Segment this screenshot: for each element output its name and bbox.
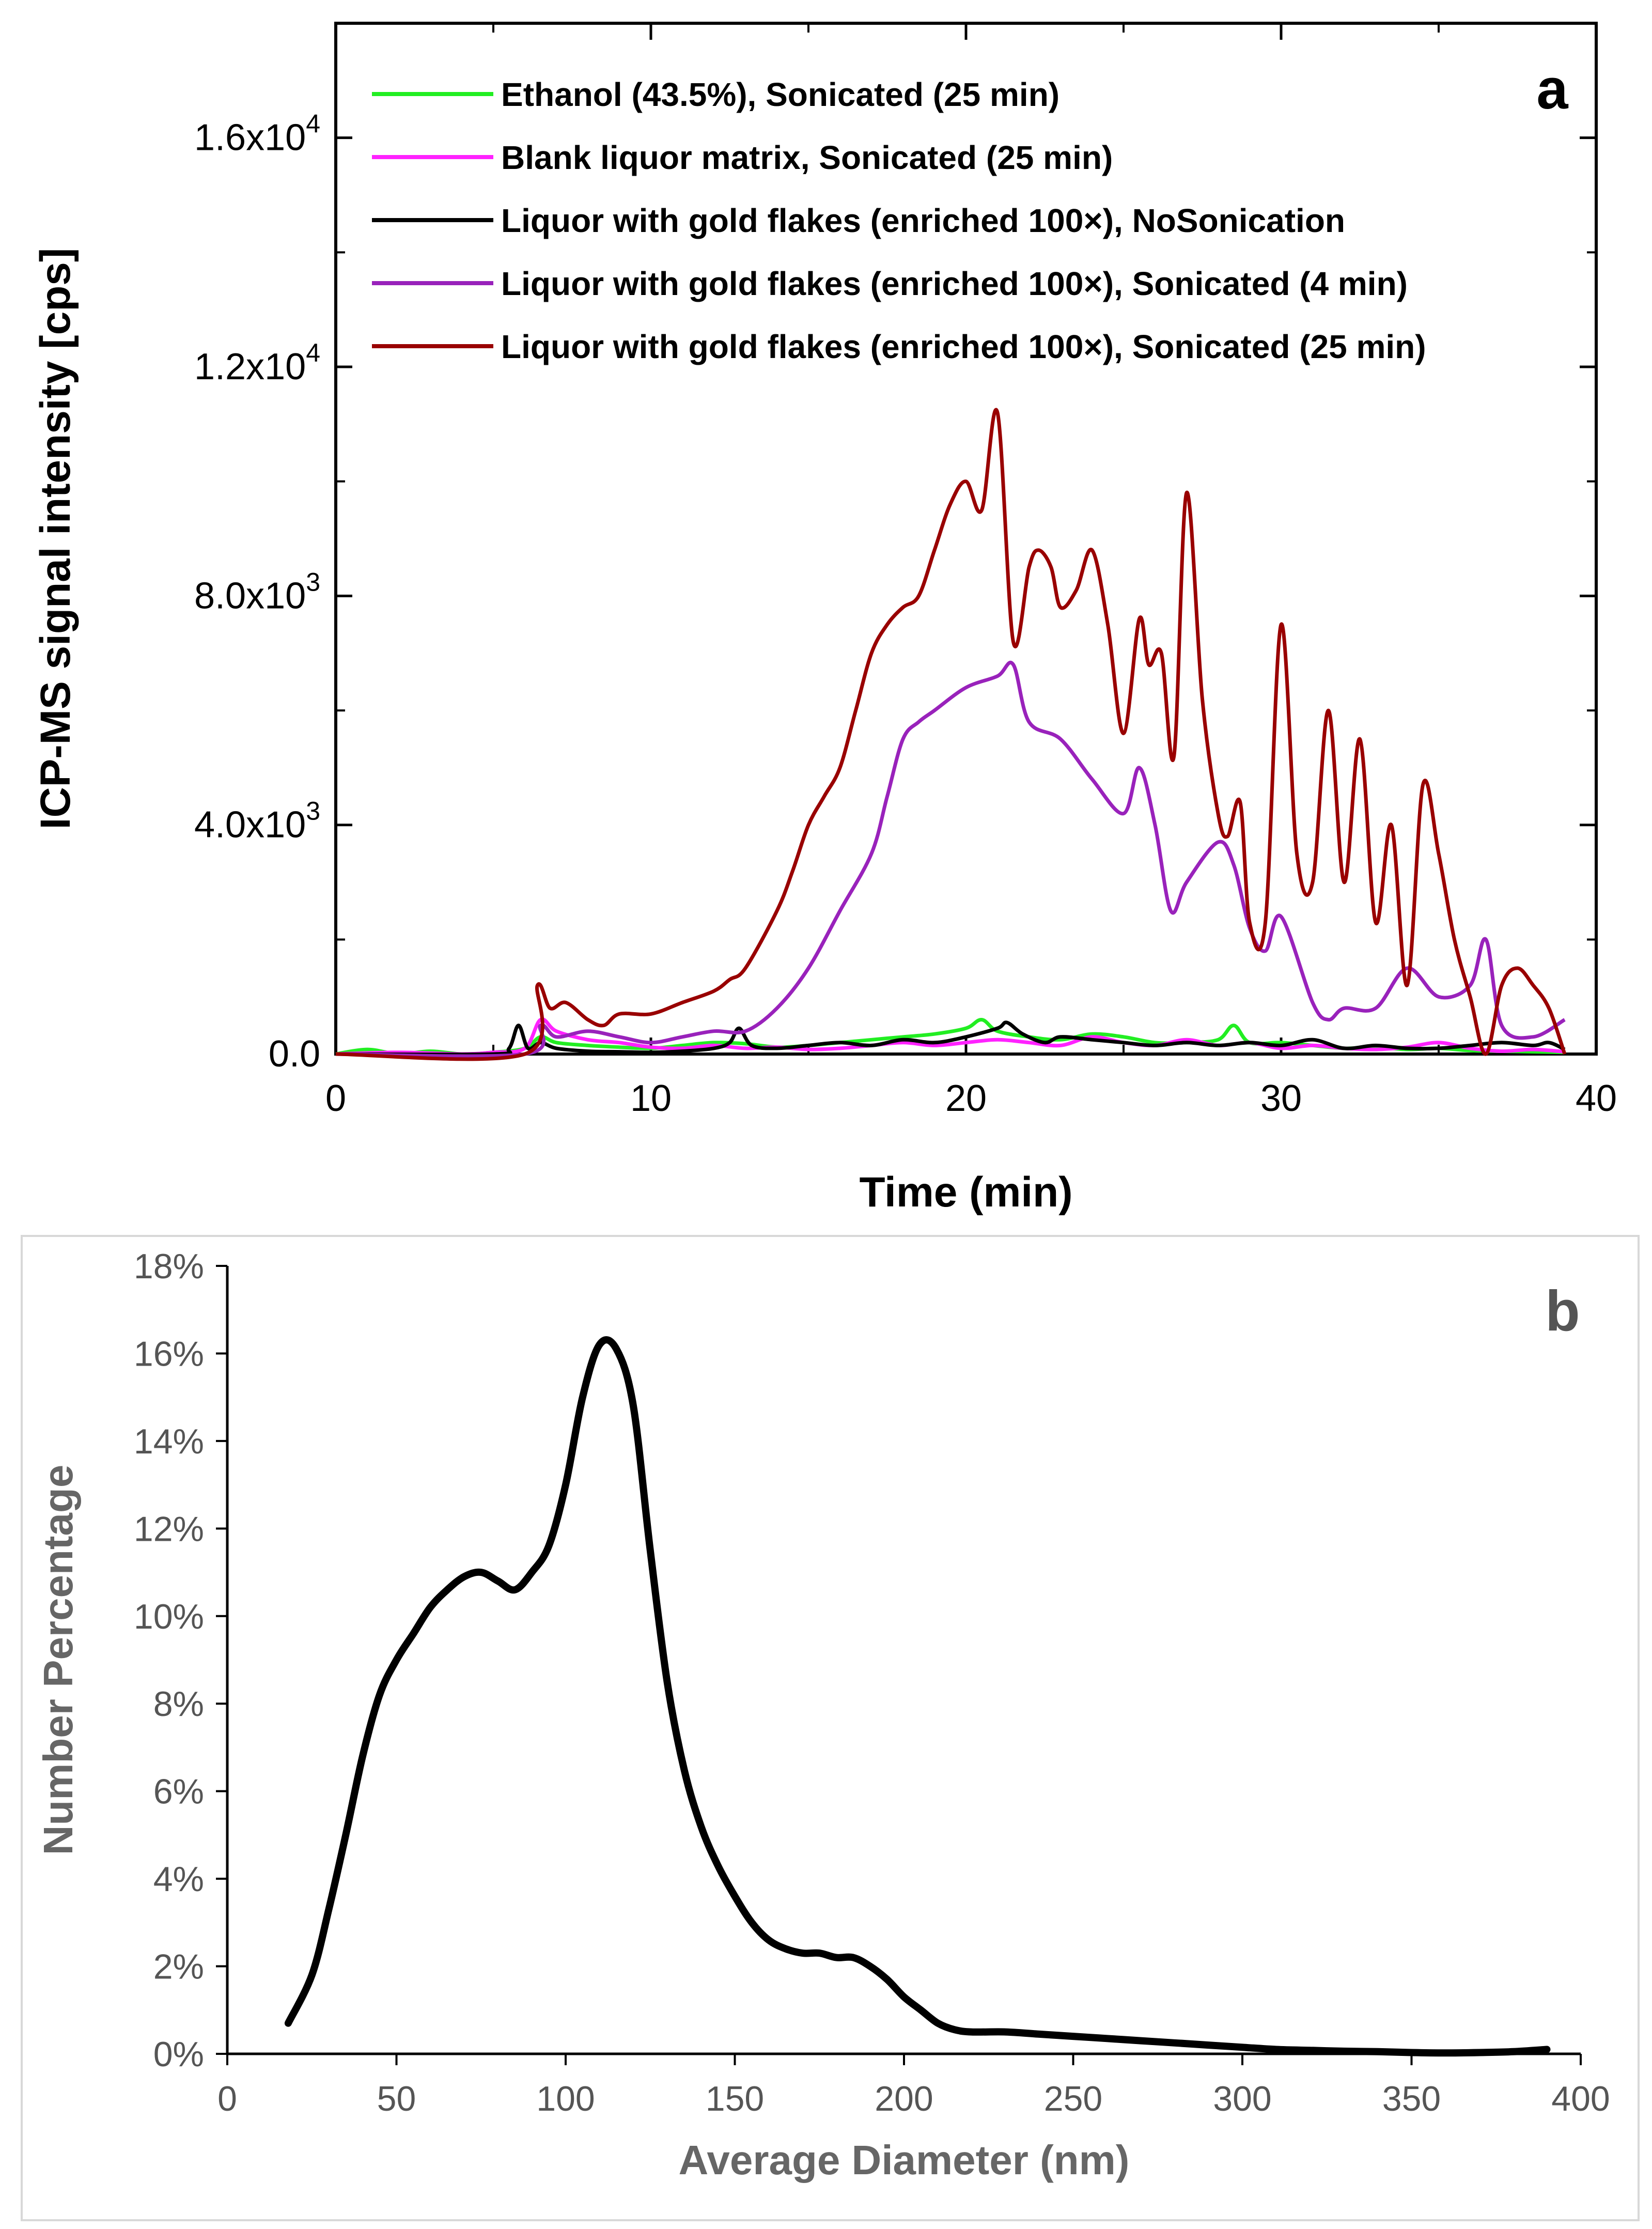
legend-entry-1: Ethanol (43.5%), Sonicated (25 min) (501, 76, 1059, 113)
x-tick-label: 50 (377, 2079, 416, 2118)
x-tick-label: 30 (1260, 1078, 1302, 1119)
panel-label-a: a (1536, 57, 1568, 121)
x-tick-label: 100 (536, 2079, 595, 2118)
x-tick-label: 40 (1576, 1078, 1617, 1119)
y-tick-label: 1.6x104 (194, 110, 320, 159)
distribution-curve (284, 1336, 1551, 2057)
y-tick-label: 10% (134, 1597, 204, 1636)
x-tick-label: 300 (1213, 2079, 1271, 2118)
x-tick-label: 150 (706, 2079, 764, 2118)
y-tick-label: 6% (153, 1772, 204, 1812)
x-tick-label: 20 (945, 1078, 987, 1119)
series-line-2 (335, 1017, 1565, 1056)
legend-entry-3: Liquor with gold flakes (enriched 100×),… (501, 202, 1345, 239)
series-line-5 (335, 408, 1567, 1061)
y-tick-label: 0% (153, 2035, 204, 2074)
plot-area-frame (334, 22, 1598, 1056)
x-tick-label: 10 (630, 1078, 672, 1119)
x-tick-label: 400 (1551, 2079, 1610, 2118)
panel-b-border (21, 1235, 1640, 2221)
x-axis-title: Time (min) (859, 1169, 1072, 1216)
x-tick-label: 350 (1382, 2079, 1441, 2118)
y-tick-label: 4% (153, 1860, 204, 1899)
x-tick-label: 0 (217, 2079, 237, 2118)
y-tick-label: 8.0x103 (194, 567, 320, 616)
legend-entry-2: Blank liquor matrix, Sonicated (25 min) (501, 139, 1113, 176)
y-tick-label: 12% (134, 1509, 204, 1549)
x-tick-label: 250 (1044, 2079, 1102, 2118)
y-tick-label: 8% (153, 1684, 204, 1724)
y-tick-label: 16% (134, 1334, 204, 1373)
y-axis-title: Number Percentage (35, 1465, 81, 1855)
panel-label-b: b (1545, 1279, 1580, 1343)
y-tick-label: 2% (153, 1947, 204, 1987)
chart-panel-a: 0 10 20 30 40 0.0 4.0x103 8.0x103 1.2x104 1.6x104… (32, 22, 1617, 1216)
series-line-4 (335, 660, 1566, 1058)
y-tick-label: 18% (134, 1247, 204, 1286)
chart-a-svg: 0 10 20 30 40 0.0 4.0x103 8.0x103 1.2x104 1.6x104… (32, 22, 1617, 1216)
x-axis-title: Average Diameter (nm) (679, 2137, 1130, 2183)
chart-panel-b: 0 50 100 150 200 250 300 350 400 0% 2% 4% 6% 8% 10% 12%… (0, 1230, 1652, 2226)
y-tick-label: 1.2x104 (194, 338, 320, 388)
y-tick-label: 0.0 (269, 1033, 320, 1075)
legend-entry-4: Liquor with gold flakes (enriched 100×),… (501, 265, 1408, 302)
y-tick-label: 4.0x103 (194, 797, 320, 846)
series-line-3 (335, 1020, 1566, 1057)
y-tick-label: 14% (134, 1422, 204, 1461)
chart-b-svg: 0 50 100 150 200 250 300 350 400 0% 2% 4% 6% 8% 10% 12%… (21, 1235, 1640, 2221)
x-tick-label: 0 (325, 1078, 346, 1119)
y-axis-title: ICP-MS signal intensity [cps] (32, 248, 79, 829)
x-tick-label: 200 (875, 2079, 933, 2118)
legend-entry-5: Liquor with gold flakes (enriched 100×),… (501, 328, 1426, 365)
